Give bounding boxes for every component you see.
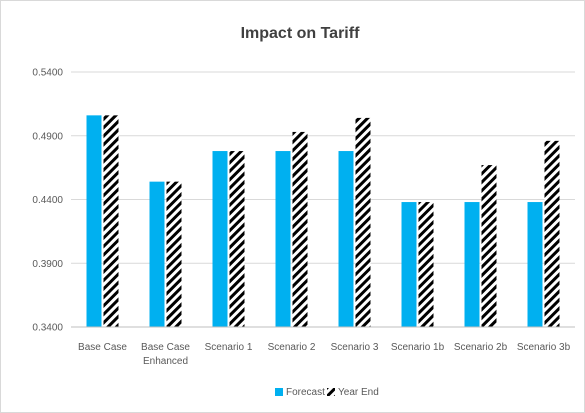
y-tick-label: 0.3400 xyxy=(32,323,63,334)
legend-label: Forecast xyxy=(286,387,325,398)
bar-year-end xyxy=(544,140,560,327)
legend: Forecast Year End xyxy=(275,387,379,398)
chart-title: Impact on Tariff xyxy=(241,25,360,42)
y-tick-label: 0.4900 xyxy=(32,131,63,142)
bar-forecast xyxy=(401,202,417,327)
bar-forecast xyxy=(149,181,165,327)
bar-forecast xyxy=(86,115,102,327)
y-tick-label: 0.4400 xyxy=(32,195,63,206)
bar-forecast xyxy=(464,202,480,327)
x-axis: Base Case Base Case Enhanced Scenario 1 Scen… xyxy=(71,326,575,367)
bar-forecast xyxy=(275,151,291,327)
x-tick-label: Scenario 2b xyxy=(454,342,508,353)
bar-year-end xyxy=(481,165,497,327)
bar-forecast xyxy=(212,151,228,327)
x-tick-label: Base Case xyxy=(78,342,127,353)
bar-year-end xyxy=(103,115,119,327)
x-tick-label: Enhanced xyxy=(143,356,188,367)
x-tick-label: Base Case xyxy=(141,342,190,353)
bar-year-end xyxy=(292,131,308,327)
bar-year-end xyxy=(166,181,182,327)
x-tick-label: Scenario 2 xyxy=(268,342,316,353)
x-tick-label: Scenario 3 xyxy=(331,342,379,353)
gridlines xyxy=(71,71,575,328)
y-tick-label: 0.5400 xyxy=(32,68,63,79)
bar-forecast xyxy=(338,151,354,327)
x-tick-label: Scenario 3b xyxy=(517,342,571,353)
bar-forecast xyxy=(527,202,543,327)
x-tick-label: Scenario 1 xyxy=(205,342,253,353)
bars xyxy=(86,115,560,328)
legend-label: Year End xyxy=(338,387,379,398)
legend-item-year-end: Year End xyxy=(327,387,379,398)
y-tick-label: 0.3900 xyxy=(32,259,63,270)
legend-item-forecast: Forecast xyxy=(275,387,325,398)
bar-year-end xyxy=(229,151,245,327)
bar-year-end xyxy=(418,202,434,327)
legend-swatch xyxy=(275,388,283,396)
bar-year-end xyxy=(355,117,371,328)
y-axis: 0.3400 0.3900 0.4400 0.4900 0.5400 xyxy=(32,68,63,334)
legend-swatch xyxy=(327,388,335,396)
x-tick-label: Scenario 1b xyxy=(391,342,445,353)
